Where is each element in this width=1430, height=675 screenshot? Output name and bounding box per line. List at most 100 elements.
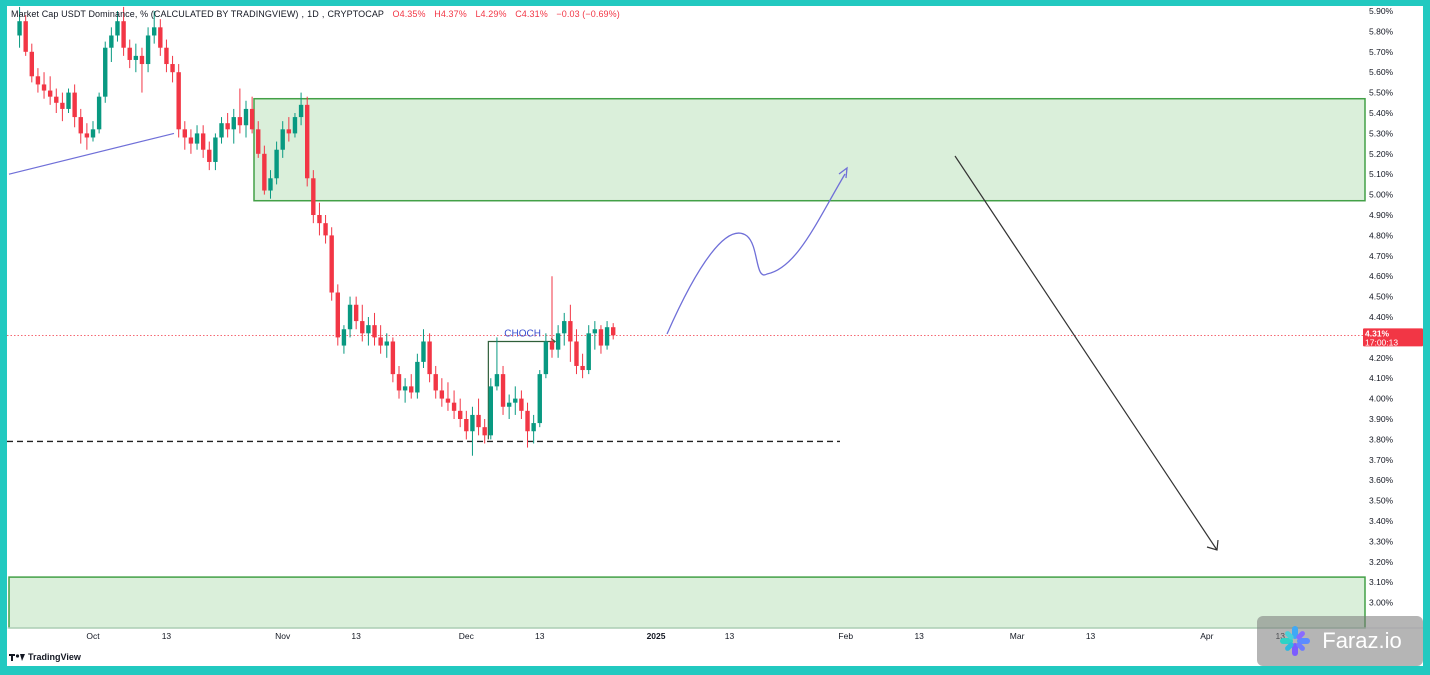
candle-body-62 <box>396 374 402 391</box>
candle-body-57 <box>366 325 371 334</box>
x-tick-label: Mar <box>1010 631 1025 641</box>
high-value: H4.37% <box>434 9 467 19</box>
candle-body-87 <box>549 341 555 350</box>
y-tick-label: 4.40% <box>1369 312 1394 322</box>
open-value: O4.35% <box>392 9 426 19</box>
candle-body-7 <box>60 102 65 109</box>
interval-label[interactable]: 1D <box>307 9 319 19</box>
candle-body-91 <box>574 341 579 366</box>
candle-body-6 <box>54 96 59 103</box>
candle-body-24 <box>164 47 169 65</box>
x-tick-label: Dec <box>459 631 475 641</box>
candle-body-38 <box>249 108 255 130</box>
candle-body-21 <box>145 35 151 65</box>
y-tick-label: 3.50% <box>1369 496 1394 506</box>
y-tick-label: 5.60% <box>1369 67 1394 77</box>
candle-body-79 <box>500 374 506 407</box>
candle-body-97 <box>611 327 616 336</box>
candle-body-86 <box>543 341 549 375</box>
candle-body-92 <box>580 365 585 371</box>
candle-body-18 <box>127 47 132 60</box>
candle-body-75 <box>476 414 481 428</box>
candle-body-28 <box>188 137 194 144</box>
candle-body-63 <box>402 386 408 391</box>
y-tick-label: 5.90% <box>1369 6 1394 16</box>
candle-body-22 <box>152 27 157 36</box>
y-tick-label: 3.70% <box>1369 455 1394 465</box>
symbol-title[interactable]: Market Cap USDT Dominance, % (CALCULATED… <box>11 9 299 19</box>
y-tick-label: 5.80% <box>1369 26 1394 36</box>
y-tick-label: 3.40% <box>1369 516 1394 526</box>
x-tick-label: Oct <box>86 631 100 641</box>
x-tick-label: 13 <box>914 631 924 641</box>
y-tick-label: 3.90% <box>1369 414 1394 424</box>
down-arrow-line <box>954 155 1218 551</box>
close-value: C4.31% <box>515 9 548 19</box>
tradingview-label: TradingView <box>28 652 81 662</box>
candle-body-37 <box>243 108 249 126</box>
chart-header: Market Cap USDT Dominance, % (CALCULATED… <box>11 9 620 19</box>
candle-body-60 <box>384 341 389 346</box>
candle-body-78 <box>494 374 500 387</box>
x-tick-label: Apr <box>1200 631 1213 641</box>
candle-body-33 <box>219 123 224 138</box>
candle-body-32 <box>213 137 218 162</box>
candle-body-56 <box>360 321 365 334</box>
candle-body-26 <box>176 72 181 130</box>
candle-body-66 <box>421 341 426 362</box>
candle-body-45 <box>292 117 298 134</box>
candle-body-90 <box>568 321 573 342</box>
last-price-value: 4.31% <box>1365 328 1390 338</box>
candle-body-51 <box>329 235 334 293</box>
y-tick-label: 3.80% <box>1369 434 1394 444</box>
y-tick-label: 3.10% <box>1369 577 1394 587</box>
candle-body-46 <box>298 104 304 118</box>
y-tick-label: 5.20% <box>1369 149 1394 159</box>
candle-body-74 <box>470 414 475 432</box>
y-tick-label: 5.00% <box>1369 190 1394 200</box>
candle-body-53 <box>341 329 347 346</box>
candle-body-64 <box>409 386 414 393</box>
y-tick-label: 4.10% <box>1369 373 1394 383</box>
candle-body-82 <box>519 398 524 411</box>
y-tick-label: 4.80% <box>1369 230 1394 240</box>
candle-body-15 <box>109 35 114 48</box>
candle-body-40 <box>262 153 267 191</box>
y-tick-label: 5.40% <box>1369 108 1394 118</box>
candle-body-23 <box>158 27 163 48</box>
tradingview-brand[interactable]: TradingView <box>9 652 81 662</box>
down-arrow-head <box>1206 539 1219 551</box>
candle-body-81 <box>513 398 518 403</box>
low-value: L4.29% <box>475 9 507 19</box>
candle-body-69 <box>439 390 445 399</box>
y-tick-label: 5.70% <box>1369 47 1394 57</box>
trend-line <box>8 132 175 175</box>
exchange-label: CRYPTOCAP <box>327 9 384 19</box>
candle-body-84 <box>531 423 536 432</box>
candle-body-5 <box>47 90 53 97</box>
candle-body-54 <box>347 304 353 330</box>
candle-body-67 <box>427 341 432 375</box>
candle-body-39 <box>256 129 261 154</box>
candle-body-8 <box>66 92 71 109</box>
price-chart[interactable]: CHOCH 5.90% 5.80% 5.70% 5.60% 5.50% 5.40% 5.30%… <box>7 6 1423 666</box>
candle-body-50 <box>323 223 328 236</box>
y-tick-label: 3.00% <box>1369 598 1394 608</box>
y-tick-label: 4.20% <box>1369 353 1394 363</box>
candle-body-12 <box>90 129 96 138</box>
x-tick-label: Nov <box>275 631 291 641</box>
candle-body-47 <box>305 104 310 179</box>
y-tick-label: 3.30% <box>1369 536 1394 546</box>
candle-body-55 <box>353 304 359 322</box>
change-value: −0.03 (−0.69%) <box>556 9 620 19</box>
candle-body-85 <box>537 374 542 424</box>
candle-body-34 <box>225 123 230 130</box>
candle-body-30 <box>200 133 206 150</box>
x-tick-label: 13 <box>535 631 545 641</box>
candle-body-48 <box>311 178 316 215</box>
x-tick-label: Feb <box>838 631 853 641</box>
candle-body-59 <box>378 337 383 346</box>
candle-body-70 <box>445 398 451 403</box>
candle-body-17 <box>121 21 126 48</box>
candle-body-94 <box>592 329 598 334</box>
